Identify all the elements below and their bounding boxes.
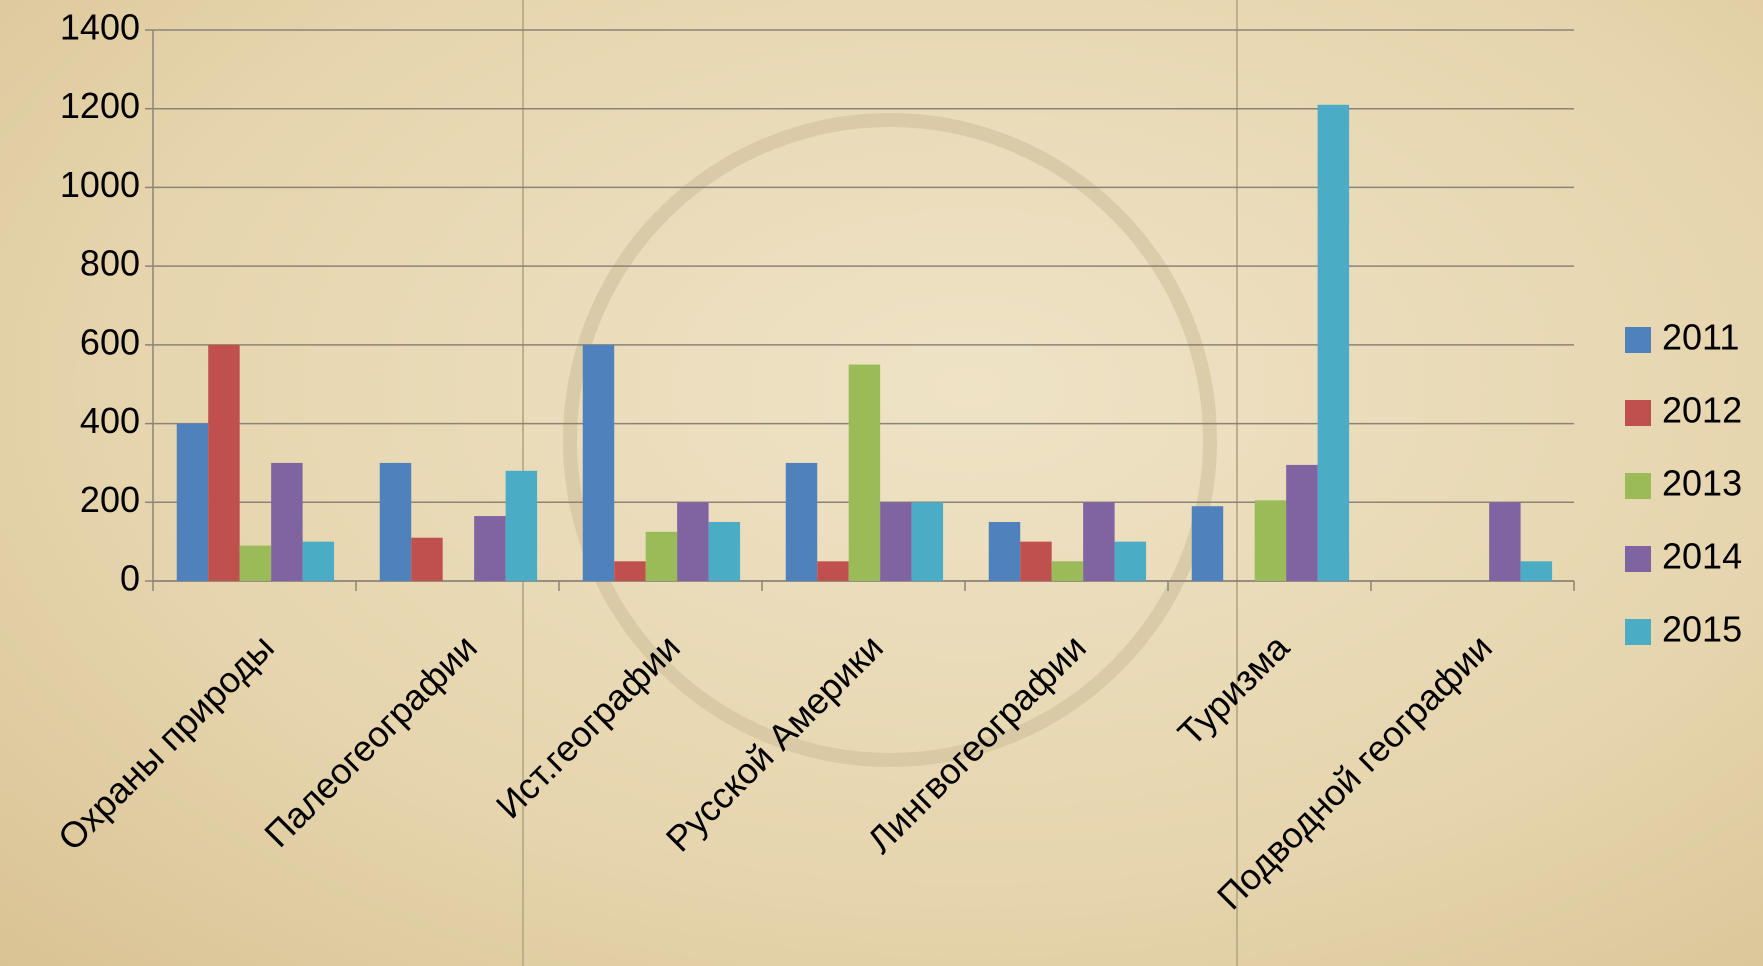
bar bbox=[474, 516, 506, 581]
bar bbox=[1020, 541, 1052, 581]
bar bbox=[176, 423, 209, 581]
bar bbox=[239, 545, 272, 581]
y-tick-label: 1000 bbox=[60, 164, 140, 205]
bar bbox=[1254, 500, 1287, 581]
legend-label: 2011 bbox=[1662, 317, 1739, 358]
x-tick-label: Охраны природы bbox=[50, 626, 282, 858]
bar bbox=[411, 537, 443, 581]
legend-swatch bbox=[1625, 400, 1651, 426]
bar bbox=[988, 521, 1021, 581]
y-tick-label: 1200 bbox=[60, 85, 140, 126]
bar bbox=[1317, 104, 1350, 582]
bar bbox=[505, 470, 538, 581]
bar bbox=[848, 364, 881, 581]
bar bbox=[1520, 561, 1553, 581]
legend-swatch bbox=[1625, 619, 1651, 645]
legend-label: 2015 bbox=[1662, 609, 1742, 650]
legend-label: 2013 bbox=[1662, 463, 1742, 504]
y-tick-label: 800 bbox=[80, 243, 140, 284]
y-tick-label: 1400 bbox=[60, 7, 140, 48]
legend-swatch bbox=[1625, 546, 1651, 572]
bar bbox=[271, 462, 303, 581]
x-tick-label: Ист.географии bbox=[488, 626, 688, 826]
y-tick-label: 400 bbox=[80, 400, 140, 441]
bar bbox=[911, 502, 944, 581]
bar bbox=[582, 344, 615, 581]
bar bbox=[379, 462, 412, 581]
bar bbox=[1083, 502, 1115, 581]
bar bbox=[645, 531, 678, 581]
x-tick-label: Палеогеографии bbox=[256, 626, 485, 855]
x-tick-label: Туризма bbox=[1170, 626, 1298, 754]
bar bbox=[1051, 561, 1084, 581]
bar bbox=[1191, 506, 1224, 581]
bar bbox=[302, 541, 335, 581]
x-tick-label: Русской Америки bbox=[658, 626, 891, 859]
legend-label: 2014 bbox=[1662, 536, 1742, 577]
legend-swatch bbox=[1625, 473, 1651, 499]
bar bbox=[1286, 464, 1318, 581]
bar bbox=[614, 561, 646, 581]
bar bbox=[208, 344, 240, 581]
bar bbox=[677, 502, 709, 581]
bar bbox=[708, 521, 741, 581]
legend-label: 2012 bbox=[1662, 390, 1742, 431]
y-tick-label: 0 bbox=[120, 558, 140, 599]
bar bbox=[1489, 502, 1521, 581]
background-compass bbox=[563, 113, 1217, 767]
y-tick-label: 200 bbox=[80, 479, 140, 520]
bar bbox=[785, 462, 818, 581]
y-tick-label: 600 bbox=[80, 321, 140, 362]
legend-swatch bbox=[1625, 327, 1651, 353]
bar bbox=[817, 561, 849, 581]
bar bbox=[1114, 541, 1147, 581]
bar bbox=[880, 502, 912, 581]
x-tick-label: Лингвогеографии bbox=[859, 626, 1094, 861]
